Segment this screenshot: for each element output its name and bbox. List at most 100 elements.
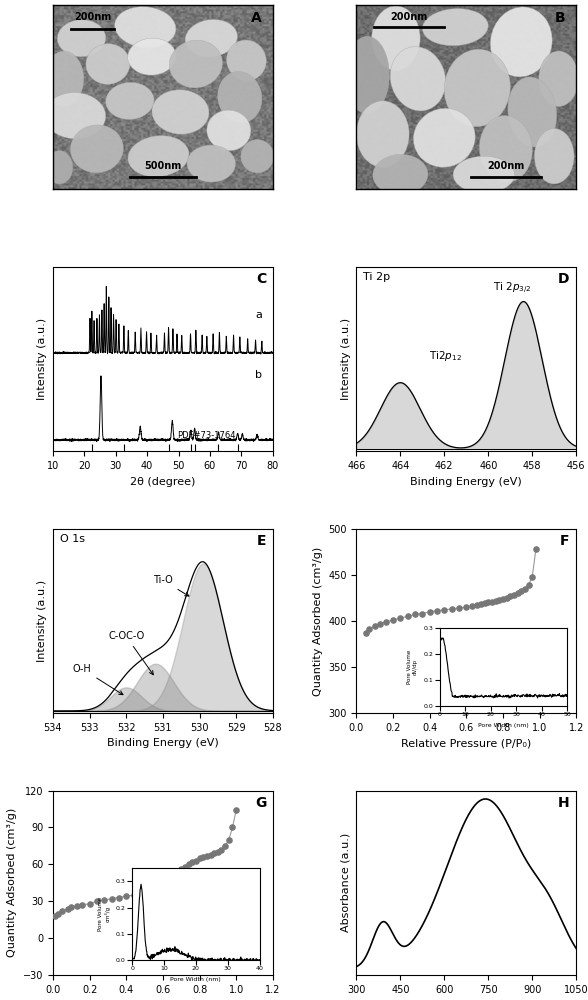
Point	[531, 541, 540, 557]
Point	[455, 600, 464, 616]
Point	[432, 603, 442, 619]
Point	[209, 845, 219, 861]
Point	[396, 610, 405, 626]
Point	[114, 890, 123, 906]
Ellipse shape	[169, 40, 222, 88]
Point	[107, 891, 116, 907]
Ellipse shape	[372, 6, 420, 70]
Text: 200nm: 200nm	[487, 161, 524, 171]
Text: a: a	[255, 310, 262, 320]
Ellipse shape	[539, 51, 579, 106]
Point	[467, 598, 476, 614]
Ellipse shape	[86, 44, 130, 84]
Point	[206, 847, 215, 863]
Point	[480, 595, 489, 611]
X-axis label: Binding Energy (eV): Binding Energy (eV)	[410, 477, 522, 487]
Text: G: G	[255, 796, 266, 810]
Point	[517, 583, 526, 599]
Ellipse shape	[71, 125, 123, 173]
Point	[513, 585, 522, 601]
Ellipse shape	[422, 9, 488, 46]
Point	[66, 899, 76, 915]
Text: B: B	[554, 11, 565, 25]
Point	[228, 819, 237, 835]
Point	[527, 569, 537, 585]
Point	[160, 875, 169, 891]
Ellipse shape	[479, 116, 532, 182]
Point	[506, 588, 515, 604]
Text: O 1s: O 1s	[59, 534, 85, 544]
Point	[376, 616, 385, 632]
Point	[440, 602, 449, 618]
Point	[370, 618, 379, 634]
Text: Ti 2p: Ti 2p	[363, 272, 390, 282]
Text: b: b	[255, 370, 262, 380]
Y-axis label: Intensity (a.u.): Intensity (a.u.)	[38, 318, 48, 400]
Text: D: D	[558, 272, 570, 286]
Ellipse shape	[207, 110, 251, 151]
Point	[487, 594, 497, 610]
Text: C-OC-O: C-OC-O	[108, 631, 153, 675]
Point	[365, 621, 374, 637]
Point	[72, 898, 82, 914]
Point	[410, 606, 420, 622]
Ellipse shape	[185, 19, 238, 57]
Ellipse shape	[128, 38, 176, 75]
Point	[85, 896, 94, 912]
Ellipse shape	[46, 151, 73, 184]
Ellipse shape	[44, 93, 106, 139]
Text: Ti$2p_{12}$: Ti$2p_{12}$	[429, 349, 462, 363]
Ellipse shape	[128, 136, 189, 177]
Ellipse shape	[508, 77, 557, 147]
Ellipse shape	[58, 20, 106, 57]
Y-axis label: Intensity (a.u.): Intensity (a.u.)	[38, 580, 48, 662]
Text: PDF#73-1764: PDF#73-1764	[178, 431, 236, 440]
Ellipse shape	[115, 7, 176, 48]
Point	[476, 596, 486, 612]
Point	[143, 883, 153, 899]
Point	[502, 590, 512, 606]
Ellipse shape	[345, 36, 389, 114]
Point	[176, 861, 186, 877]
Point	[165, 871, 175, 887]
Point	[388, 612, 397, 628]
Ellipse shape	[445, 49, 510, 127]
Point	[217, 842, 226, 858]
Ellipse shape	[152, 90, 209, 134]
Ellipse shape	[453, 156, 514, 193]
Y-axis label: Intensity (a.u.): Intensity (a.u.)	[341, 318, 351, 400]
Ellipse shape	[218, 71, 262, 123]
Text: E: E	[257, 534, 266, 548]
Point	[381, 614, 390, 630]
Text: C: C	[256, 272, 266, 286]
Point	[54, 906, 63, 922]
Point	[195, 850, 204, 866]
X-axis label: Binding Energy (eV): Binding Energy (eV)	[107, 738, 219, 748]
Point	[180, 859, 189, 875]
Point	[78, 897, 87, 913]
Point	[520, 581, 530, 597]
Point	[425, 604, 435, 620]
Ellipse shape	[106, 82, 154, 119]
Point	[491, 593, 500, 609]
Ellipse shape	[241, 140, 274, 173]
Point	[213, 844, 222, 860]
Point	[224, 832, 233, 848]
Point	[509, 587, 519, 603]
Ellipse shape	[356, 101, 409, 167]
Point	[220, 838, 230, 854]
Point	[524, 577, 533, 593]
Point	[169, 869, 179, 885]
Point	[99, 892, 109, 908]
Ellipse shape	[226, 40, 266, 81]
Text: F: F	[560, 534, 570, 548]
Ellipse shape	[490, 7, 552, 77]
Point	[403, 608, 412, 624]
Text: Ti $2p_{3/2}$: Ti $2p_{3/2}$	[493, 281, 531, 296]
Point	[122, 888, 131, 904]
Point	[149, 881, 158, 897]
Y-axis label: Quantity Adsorbed (cm³/g): Quantity Adsorbed (cm³/g)	[7, 808, 17, 957]
Point	[173, 865, 182, 881]
Point	[129, 887, 138, 903]
Ellipse shape	[390, 47, 446, 111]
